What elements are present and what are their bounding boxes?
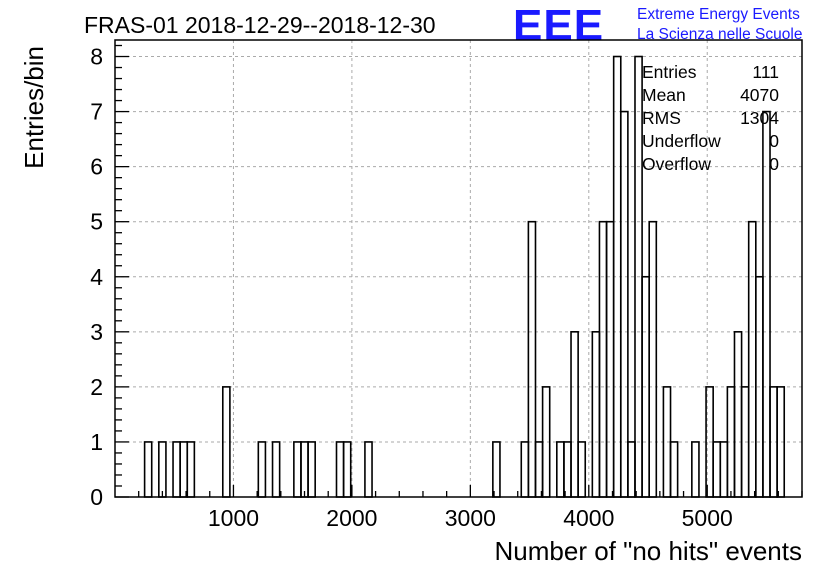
logo-mark: EEE bbox=[513, 1, 604, 50]
histogram-bin bbox=[648, 220, 658, 498]
histogram-bin bbox=[747, 220, 757, 498]
stats-mean-value: 4070 bbox=[740, 85, 779, 105]
histogram-bin bbox=[257, 441, 267, 498]
histogram-bin bbox=[719, 441, 729, 498]
y-tick-label: 2 bbox=[90, 374, 103, 400]
stats-overflow-label: Overflow bbox=[642, 154, 711, 174]
histogram-bin bbox=[271, 441, 281, 498]
stats-rms-label: RMS bbox=[642, 108, 681, 128]
histogram-bin bbox=[179, 441, 189, 498]
histogram-bin bbox=[591, 331, 601, 498]
stats-underflow-value: 0 bbox=[769, 131, 779, 151]
histogram-bin bbox=[520, 441, 530, 498]
x-tick-label: 5000 bbox=[682, 505, 733, 531]
logo-line1: Extreme Energy Events bbox=[637, 6, 800, 23]
plot-frame bbox=[114, 39, 803, 498]
y-tick-label: 1 bbox=[90, 429, 103, 455]
y-tick-label: 8 bbox=[90, 44, 103, 70]
histogram-bin bbox=[364, 441, 373, 498]
histogram-bin bbox=[563, 441, 572, 498]
stats-mean-label: Mean bbox=[642, 85, 686, 105]
histogram-bin bbox=[143, 441, 153, 498]
chart-title: FRAS-01 2018-12-29--2018-12-30 bbox=[84, 12, 436, 38]
axes bbox=[114, 39, 803, 498]
y-axis-label: Entries/bin bbox=[19, 46, 49, 169]
y-tick-label: 6 bbox=[90, 154, 103, 180]
stats-underflow-label: Underflow bbox=[642, 131, 721, 151]
y-tick-label: 5 bbox=[90, 209, 103, 235]
histogram-bin bbox=[570, 331, 579, 498]
histogram-bin bbox=[492, 441, 501, 498]
histogram-bin bbox=[556, 441, 565, 498]
eee-logo: EEE Extreme Energy Events La Scienza nel… bbox=[513, 1, 802, 50]
histogram-bin bbox=[605, 220, 615, 498]
x-tick-label: 1000 bbox=[208, 505, 259, 531]
stats-entries-value: 111 bbox=[752, 62, 779, 82]
grid bbox=[115, 40, 802, 497]
histogram-bin bbox=[712, 441, 722, 498]
x-tick-label: 3000 bbox=[445, 505, 496, 531]
stats-rms-value: 1304 bbox=[740, 108, 779, 128]
histogram-bin bbox=[733, 331, 743, 498]
x-tick-label: 2000 bbox=[326, 505, 377, 531]
y-tick-label: 3 bbox=[90, 319, 103, 345]
histogram-bin bbox=[669, 441, 679, 498]
histogram-bin bbox=[534, 441, 544, 498]
histogram-bin bbox=[691, 441, 700, 498]
histogram-bin bbox=[627, 441, 636, 498]
logo-line2: La Scienza nelle Scuole bbox=[637, 26, 802, 43]
histogram-bin bbox=[527, 220, 537, 498]
histogram-bin bbox=[172, 441, 181, 498]
histogram-bin bbox=[300, 441, 309, 498]
x-axis-label: Number of "no hits" events bbox=[495, 536, 803, 566]
histogram-bin bbox=[186, 441, 196, 498]
y-tick-label: 0 bbox=[90, 484, 103, 510]
histogram-bin bbox=[342, 441, 352, 498]
histogram-bin bbox=[158, 441, 167, 498]
histogram-bin bbox=[598, 220, 608, 498]
histogram-bin bbox=[293, 441, 302, 498]
stats-entries-label: Entries bbox=[642, 62, 697, 82]
y-tick-label: 4 bbox=[90, 264, 103, 290]
histogram-bin bbox=[577, 441, 587, 498]
y-tick-labels: 0 1 2 3 4 5 6 7 8 bbox=[90, 44, 103, 510]
y-tick-label: 7 bbox=[90, 99, 103, 125]
x-tick-label: 4000 bbox=[563, 505, 614, 531]
histogram-bin bbox=[335, 441, 345, 498]
histogram-bin bbox=[619, 110, 629, 498]
stats-box: Entries 111 Mean 4070 RMS 1304 Underflow… bbox=[642, 62, 779, 174]
histogram-bin bbox=[307, 441, 316, 498]
stats-overflow-value: 0 bbox=[769, 154, 779, 174]
x-tick-labels: 1000 2000 3000 4000 5000 bbox=[208, 505, 733, 531]
